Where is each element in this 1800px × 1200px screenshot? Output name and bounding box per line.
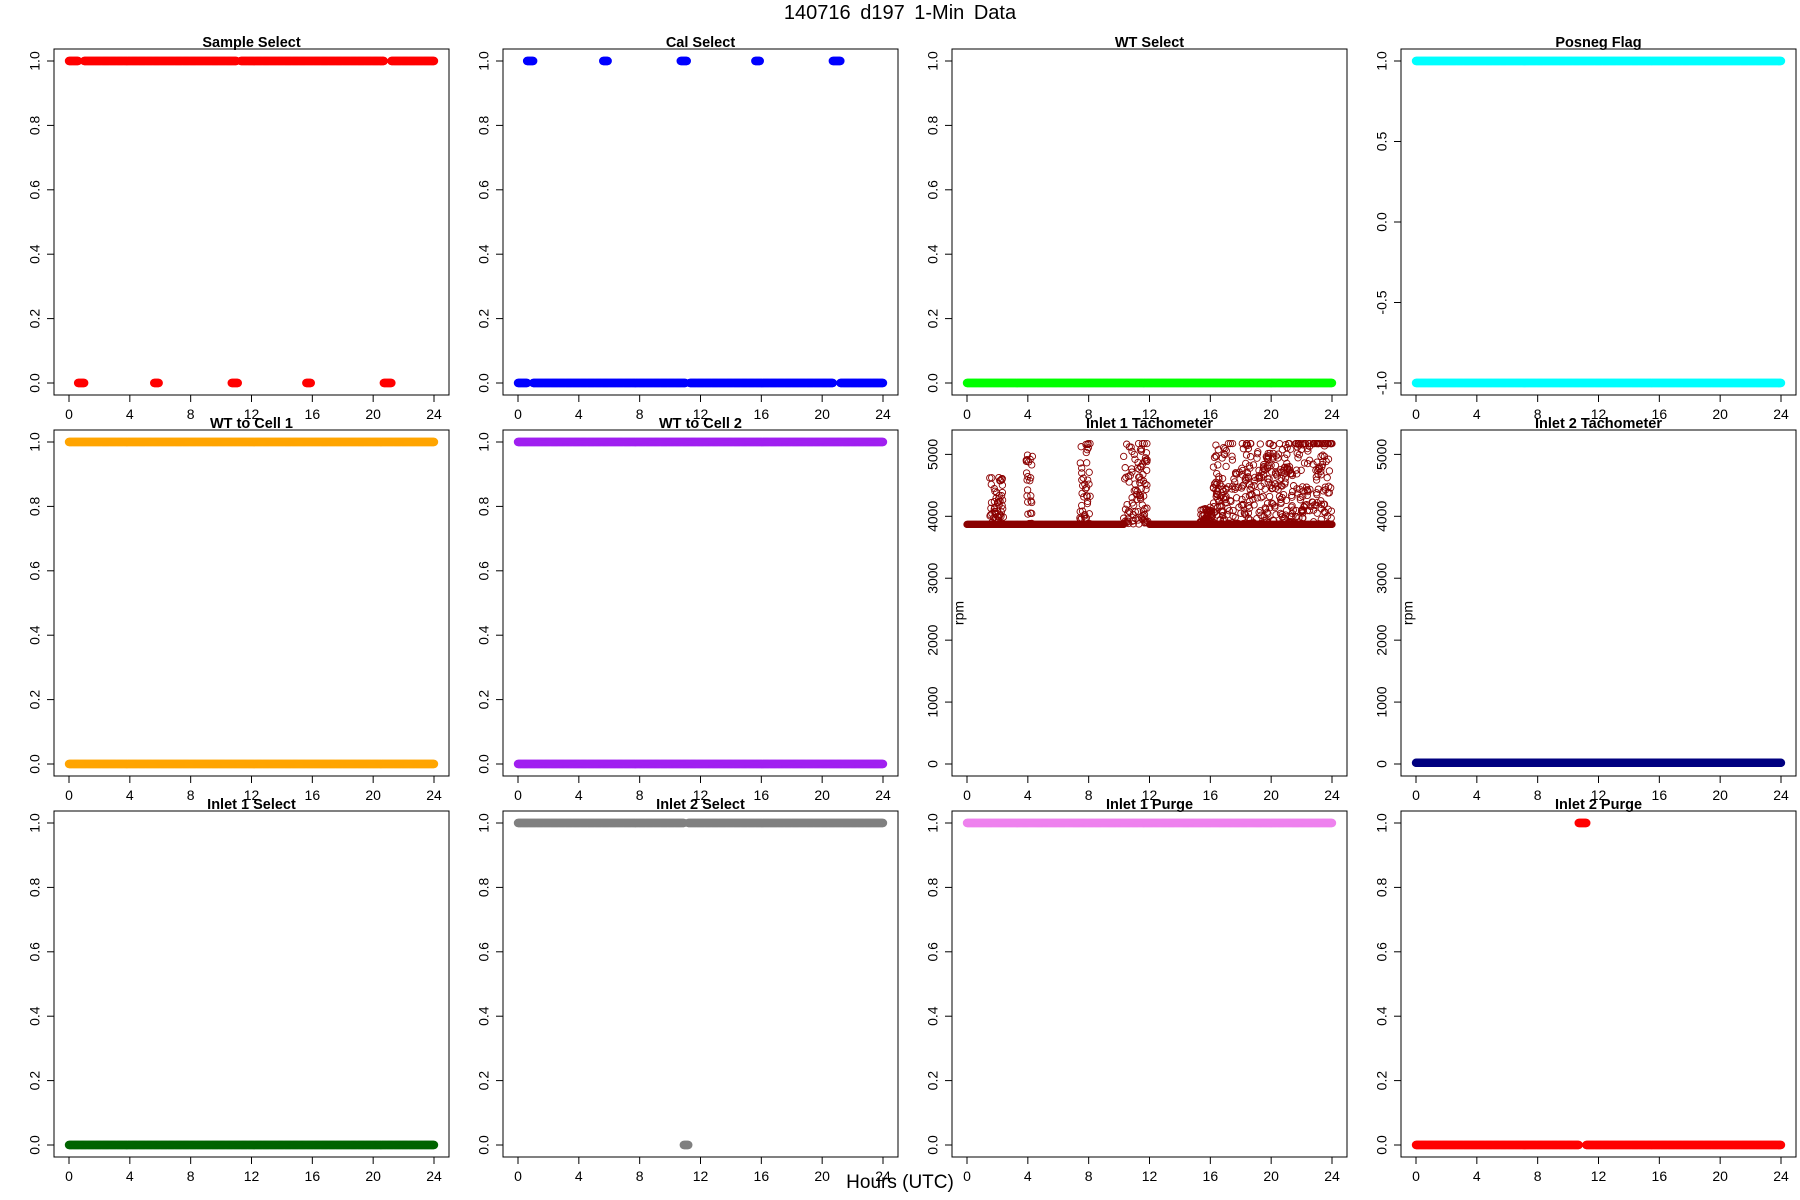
- y-tick-label: 0.2: [27, 690, 43, 710]
- data-point: [755, 56, 764, 66]
- y-tick-label: 0.8: [27, 496, 43, 516]
- y-tick-label: 0.8: [27, 115, 43, 135]
- x-tick-label: 8: [187, 787, 195, 803]
- y-tick-label: 0.2: [27, 309, 43, 329]
- y-tick-label: 0.0: [27, 373, 43, 393]
- x-tick-label: 16: [305, 787, 321, 803]
- panel-title: Cal Select: [666, 35, 735, 51]
- panel-title: WT Select: [1115, 35, 1184, 51]
- x-tick-label: 4: [126, 406, 134, 422]
- plot-frame: [1400, 48, 1797, 396]
- panel-title: WT to Cell 1: [210, 416, 293, 432]
- x-tick-label: 0: [1412, 406, 1420, 422]
- y-tick-label: 0.6: [476, 180, 492, 200]
- data-point: [387, 378, 396, 388]
- data-point: [1776, 378, 1786, 388]
- plot-frame: [951, 48, 1348, 396]
- x-tick-label: 12: [244, 406, 260, 422]
- data-point: [603, 56, 612, 66]
- y-tick-label: 1.0: [27, 51, 43, 71]
- y-tick-label: 0.6: [27, 561, 43, 581]
- x-tick-label: 24: [875, 406, 891, 422]
- data-point: [836, 56, 845, 66]
- x-tick-label: 20: [814, 406, 830, 422]
- x-tick-label: 20: [1712, 406, 1728, 422]
- x-tick-label: 16: [305, 406, 321, 422]
- x-tick-label: 0: [514, 406, 522, 422]
- y-tick-label: -0.5: [1374, 290, 1390, 314]
- plot-frame: [502, 48, 899, 396]
- data-point: [379, 56, 388, 66]
- data-point: [233, 378, 242, 388]
- x-tick-label: 4: [1473, 406, 1481, 422]
- y-tick-label: 0.6: [925, 180, 941, 200]
- x-tick-label: 8: [636, 406, 644, 422]
- x-tick-label: 24: [426, 406, 442, 422]
- y-tick-label: 0.0: [925, 373, 941, 393]
- y-tick-label: 0.5: [1374, 132, 1390, 152]
- y-tick-label: 0.4: [925, 244, 941, 264]
- y-tick-label: 0.2: [925, 309, 941, 329]
- y-tick-label: 0.4: [27, 244, 43, 264]
- x-tick-label: 24: [1773, 406, 1789, 422]
- y-tick-label: 0.6: [27, 180, 43, 200]
- x-tick-label: 0: [65, 406, 73, 422]
- y-tick-label: 0.0: [27, 754, 43, 774]
- x-tick-label: 0: [65, 787, 73, 803]
- chart-panel: WT to Cell 10 4 8 12 16 20 240.00.20.40.60.81.…: [27, 416, 450, 803]
- y-tick-label: 0.4: [476, 244, 492, 264]
- data-point: [79, 378, 89, 388]
- y-tick-label: 0.2: [476, 309, 492, 329]
- x-tick-label: 4: [575, 406, 583, 422]
- panel-title: Posneg Flag: [1555, 35, 1641, 51]
- data-point: [429, 56, 439, 66]
- y-tick-label: 1.0: [476, 51, 492, 71]
- plot-frame: [53, 429, 450, 777]
- x-tick-label: 0: [963, 406, 971, 422]
- data-point: [1776, 56, 1786, 66]
- y-tick-label: 1.0: [925, 51, 941, 71]
- data-point: [306, 378, 315, 388]
- y-tick-label: 0.8: [925, 115, 941, 135]
- x-tick-label: 4: [126, 787, 134, 803]
- x-tick-label: 20: [365, 406, 381, 422]
- x-tick-label: 20: [365, 787, 381, 803]
- y-tick-label: -1.0: [1374, 371, 1390, 395]
- plot-frame: [53, 48, 450, 396]
- data-point: [828, 378, 837, 388]
- x-tick-label: 24: [1324, 406, 1340, 422]
- y-tick-label: 0.0: [1374, 212, 1390, 232]
- data-point: [429, 437, 439, 447]
- x-tick-label: 20: [1263, 406, 1279, 422]
- chart-panel: Sample Select 0 4 8 12 16 20 24 0.0 0.2 0.4 0.6 0.8 1…: [27, 35, 450, 422]
- data-point: [1327, 378, 1337, 388]
- data-point: [682, 56, 691, 66]
- x-tick-label: 24: [426, 787, 442, 803]
- y-tick-label: 0.0: [476, 373, 492, 393]
- data-point: [529, 56, 538, 66]
- y-tick-label: 1.0: [1374, 51, 1390, 71]
- y-tick-label: 0.4: [27, 625, 43, 645]
- data-point: [878, 378, 888, 388]
- x-tick-label: 8: [187, 406, 195, 422]
- x-tick-label: 4: [1024, 406, 1032, 422]
- page-title: 140716 d197 1-Min Data: [783, 2, 1017, 24]
- panel-title: Sample Select: [202, 35, 300, 51]
- y-tick-label: 0.8: [476, 115, 492, 135]
- y-tick-label: 1.0: [27, 432, 43, 452]
- x-tick-label: 16: [754, 406, 770, 422]
- data-point: [154, 378, 163, 388]
